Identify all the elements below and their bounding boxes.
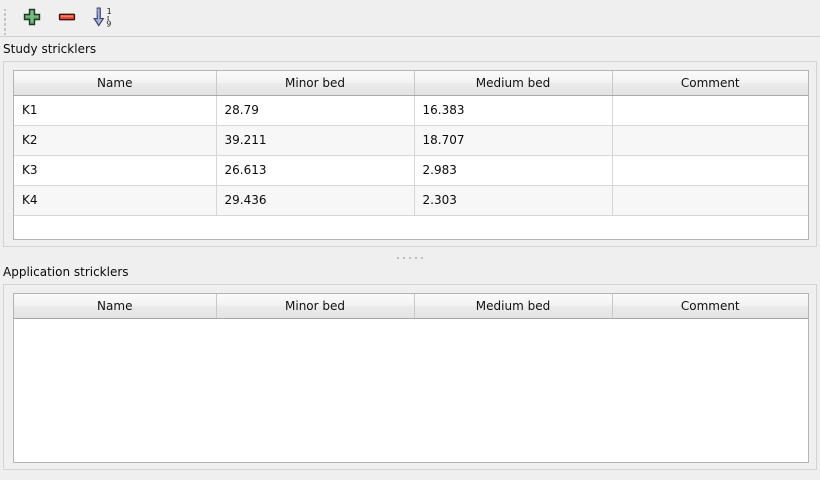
cell-comment[interactable] bbox=[612, 125, 808, 156]
cell-minor-bed[interactable]: 29.436 bbox=[216, 185, 415, 216]
add-button[interactable] bbox=[17, 3, 47, 33]
cell-name[interactable]: K4 bbox=[14, 185, 217, 216]
splitter-handle[interactable] bbox=[0, 252, 820, 263]
cell-name[interactable]: K2 bbox=[14, 125, 217, 156]
toolbar-drag-handle[interactable] bbox=[2, 3, 13, 33]
sort-button[interactable]: 1 9 bbox=[88, 3, 118, 33]
splitter-grip-dots bbox=[397, 256, 423, 259]
plus-icon bbox=[22, 7, 42, 30]
study-stricklers-label: Study stricklers bbox=[3, 42, 97, 56]
cell-minor-bed[interactable]: 26.613 bbox=[216, 155, 415, 186]
column-header-medium-bed[interactable]: Medium bed bbox=[414, 71, 613, 96]
cell-name[interactable]: K3 bbox=[14, 155, 217, 186]
column-header-name[interactable]: Name bbox=[14, 71, 217, 96]
toolbar: 1 9 bbox=[0, 0, 820, 37]
table-empty-area[interactable] bbox=[14, 318, 808, 360]
application-stricklers-pane: Name Minor bed Medium bed Comment bbox=[3, 284, 817, 470]
column-header-medium-bed[interactable]: Medium bed bbox=[414, 294, 613, 319]
column-header-minor-bed[interactable]: Minor bed bbox=[216, 71, 415, 96]
study-stricklers-table-frame: Name Minor bed Medium bed Comment K1 28.… bbox=[13, 70, 809, 240]
cell-minor-bed[interactable]: 28.79 bbox=[216, 95, 415, 126]
sort-desc-icon: 1 9 bbox=[91, 6, 115, 31]
cell-name[interactable]: K1 bbox=[14, 95, 217, 126]
cell-medium-bed[interactable]: 2.983 bbox=[414, 155, 613, 186]
table-row[interactable]: K4 29.436 2.303 bbox=[14, 185, 808, 216]
column-header-comment[interactable]: Comment bbox=[612, 71, 808, 96]
application-stricklers-table: Name Minor bed Medium bed Comment bbox=[14, 294, 808, 360]
cell-medium-bed[interactable]: 16.383 bbox=[414, 95, 613, 126]
column-header-minor-bed[interactable]: Minor bed bbox=[216, 294, 415, 319]
cell-minor-bed[interactable]: 39.211 bbox=[216, 125, 415, 156]
minus-icon bbox=[57, 7, 77, 30]
application-stricklers-label: Application stricklers bbox=[3, 265, 129, 279]
svg-text:1: 1 bbox=[107, 7, 112, 16]
table-empty-area[interactable] bbox=[14, 215, 808, 239]
cell-comment[interactable] bbox=[612, 185, 808, 216]
remove-button[interactable] bbox=[52, 3, 82, 33]
table-row[interactable]: K2 39.211 18.707 bbox=[14, 125, 808, 156]
table-row[interactable]: K1 28.79 16.383 bbox=[14, 95, 808, 126]
table-header-row: Name Minor bed Medium bed Comment bbox=[14, 294, 808, 319]
cell-medium-bed[interactable]: 18.707 bbox=[414, 125, 613, 156]
cell-comment[interactable] bbox=[612, 155, 808, 186]
cell-comment[interactable] bbox=[612, 95, 808, 126]
study-stricklers-pane: Name Minor bed Medium bed Comment K1 28.… bbox=[3, 61, 817, 247]
table-row[interactable]: K3 26.613 2.983 bbox=[14, 155, 808, 186]
column-header-name[interactable]: Name bbox=[14, 294, 217, 319]
empty-table-body[interactable] bbox=[14, 318, 808, 360]
svg-text:9: 9 bbox=[106, 19, 111, 28]
application-stricklers-table-frame: Name Minor bed Medium bed Comment bbox=[13, 293, 809, 463]
column-header-comment[interactable]: Comment bbox=[612, 294, 808, 319]
table-header-row: Name Minor bed Medium bed Comment bbox=[14, 71, 808, 96]
cell-medium-bed[interactable]: 2.303 bbox=[414, 185, 613, 216]
study-stricklers-table: Name Minor bed Medium bed Comment K1 28.… bbox=[14, 71, 808, 239]
